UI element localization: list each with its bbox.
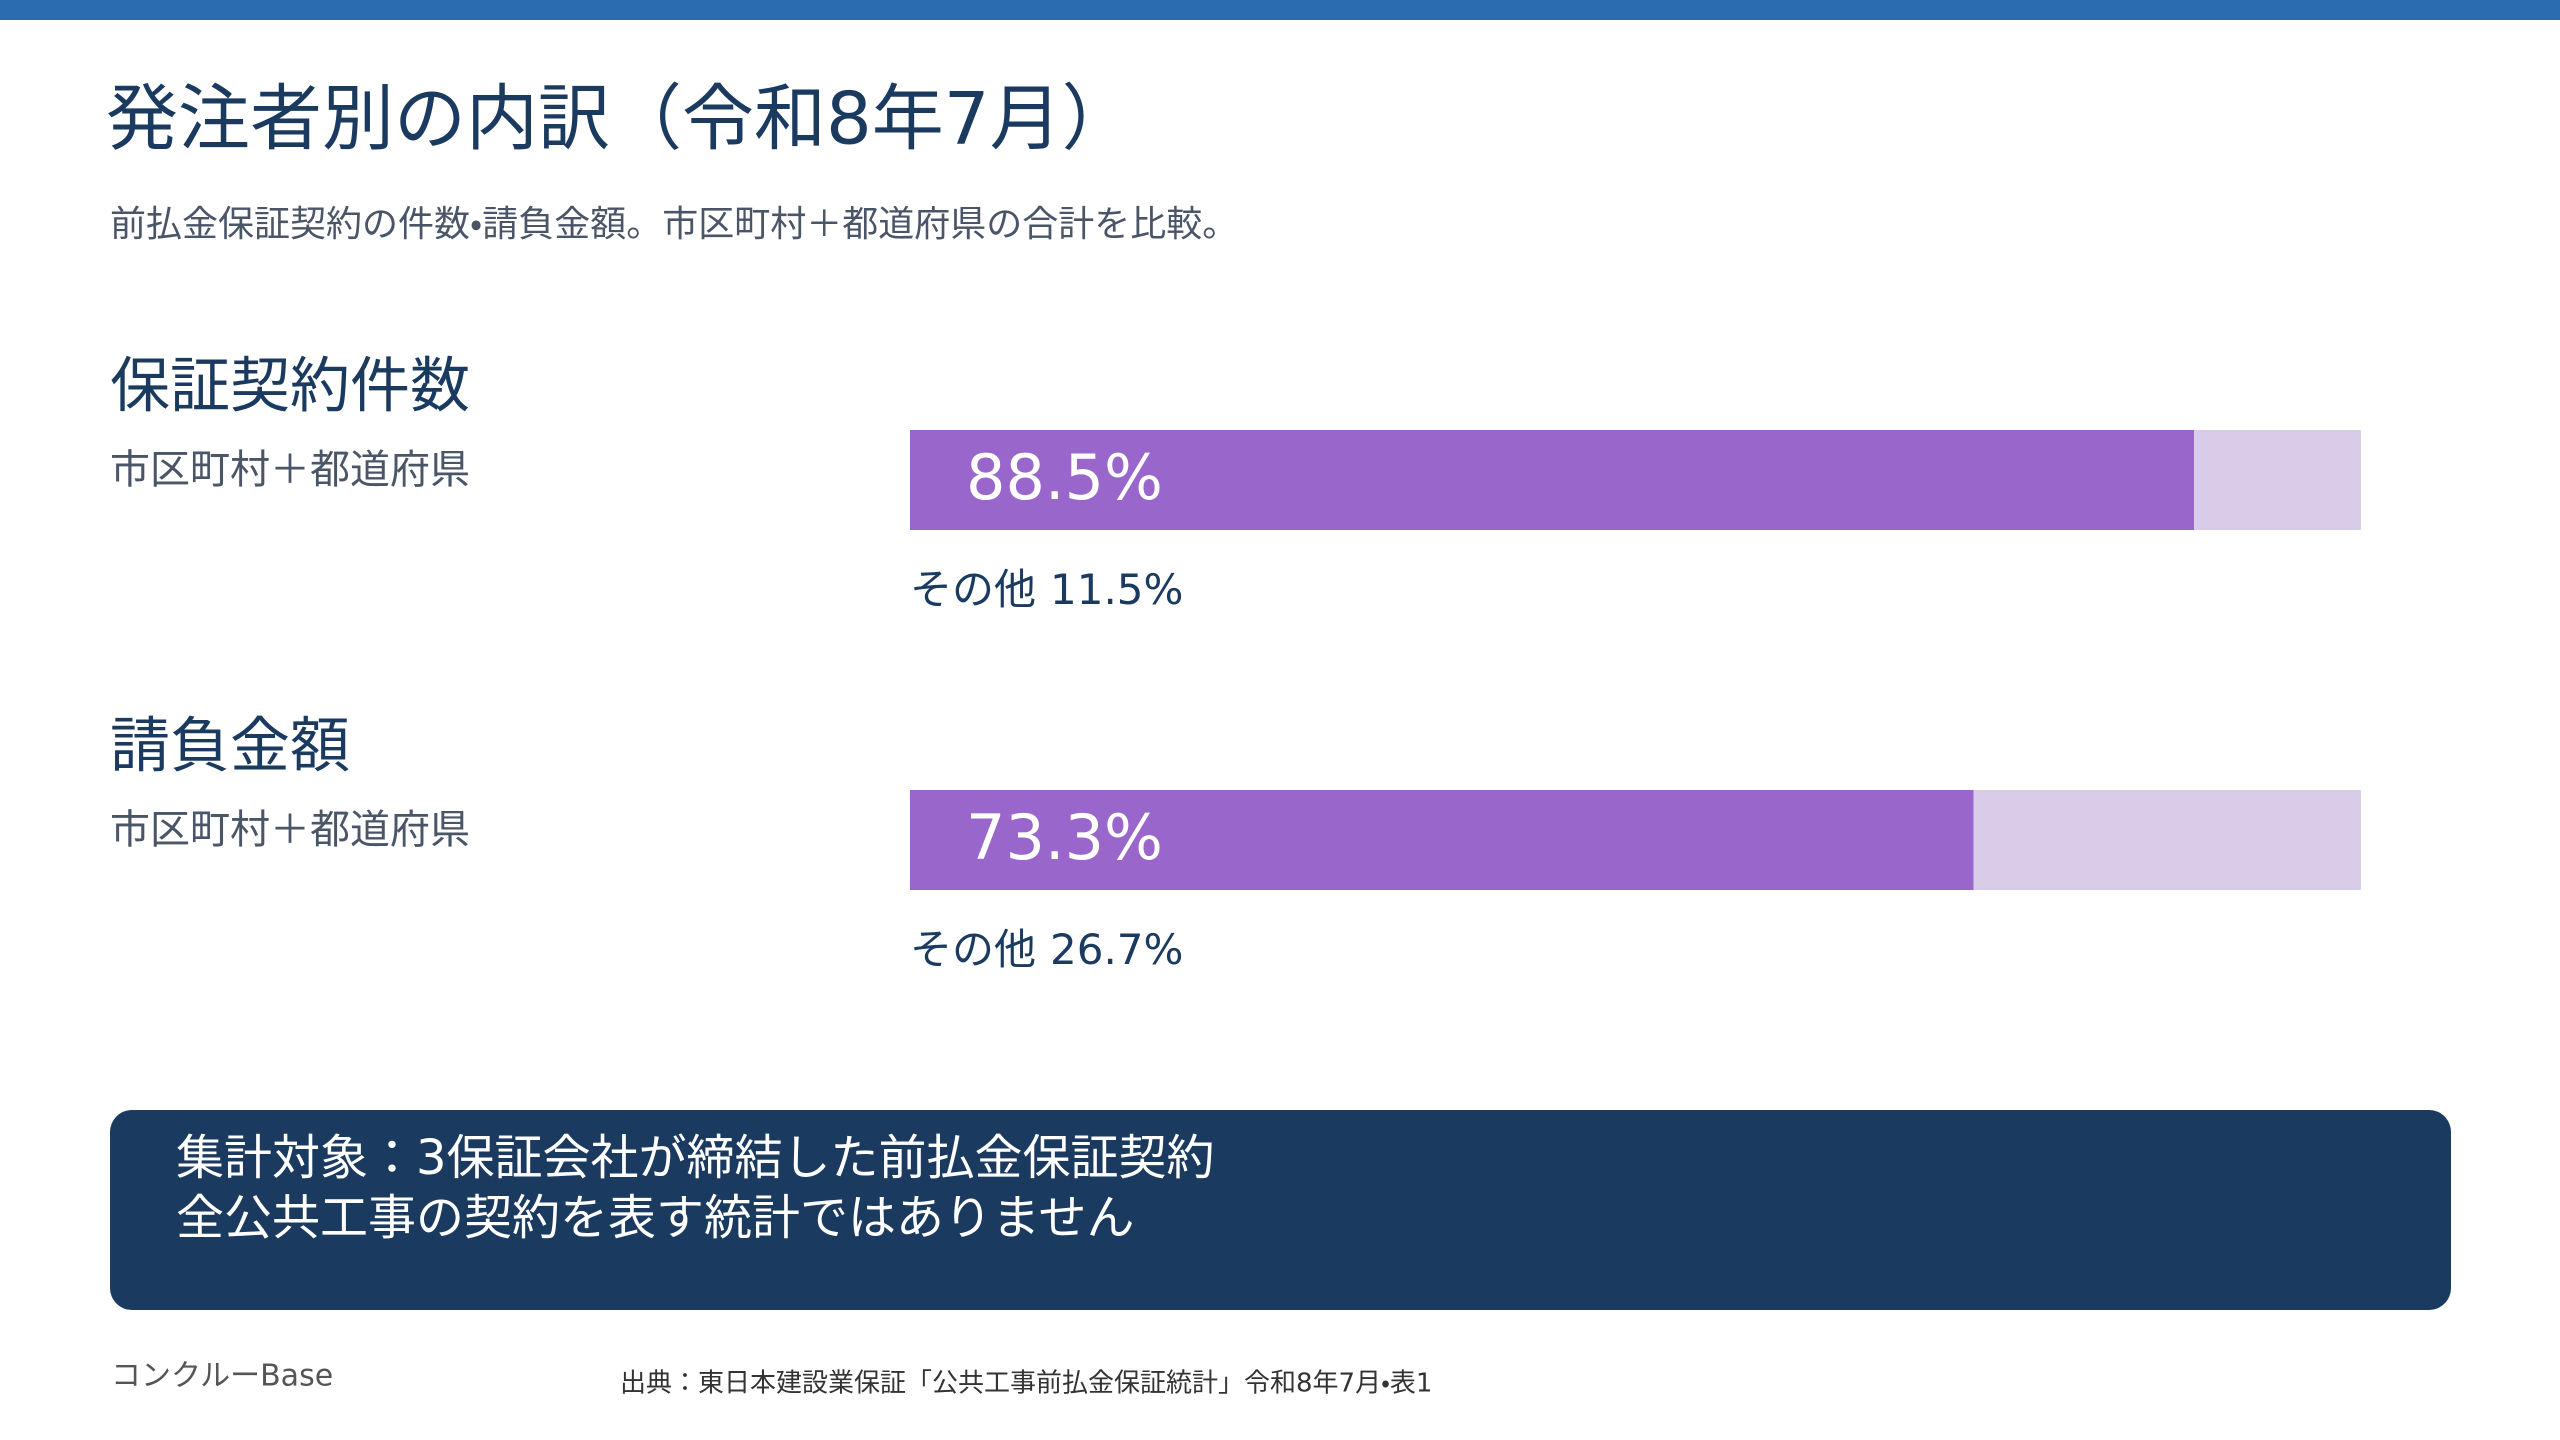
source: 出典：東日本建設業保証「公共工事前払金保証統計」令和8年7月・表1 xyxy=(620,1369,1432,1399)
section-title: 保証契約件数 xyxy=(110,352,470,422)
bar-segment xyxy=(1973,790,2361,890)
section-title: 請負金額 xyxy=(110,712,350,782)
category-label: 市区町村＋都道府県 xyxy=(110,447,470,493)
title: 発注者別の内訳（令和8年7月） xyxy=(106,77,1134,161)
value-label: 88.5% xyxy=(966,441,1163,514)
other-value: 11.5% xyxy=(1050,565,1183,614)
brand: コンクルーBase xyxy=(111,1359,333,1394)
note-line: 全公共工事の契約を表す統計ではありません xyxy=(176,1190,1135,1246)
bar-segment xyxy=(910,790,1974,890)
category-label: 市区町村＋都道府県 xyxy=(110,807,470,853)
note-line: 集計対象：3保証会社が締結した前払金保証契約 xyxy=(176,1130,1215,1186)
value-label: 73.3% xyxy=(966,801,1163,874)
bar-segment xyxy=(910,430,2195,530)
other-label: その他 11.5% xyxy=(910,565,1183,614)
note-box xyxy=(110,1110,2451,1310)
top-bar xyxy=(0,0,2560,20)
other-name: その他 xyxy=(910,565,1036,614)
other-label: その他 26.7% xyxy=(910,925,1183,974)
bar-segment xyxy=(2194,430,2361,530)
other-value: 26.7% xyxy=(1050,925,1183,974)
subtitle: 前払金保証契約の件数・請負金額。市区町村＋都道府県の合計を比較。 xyxy=(110,204,1238,245)
other-name: その他 xyxy=(910,925,1036,974)
